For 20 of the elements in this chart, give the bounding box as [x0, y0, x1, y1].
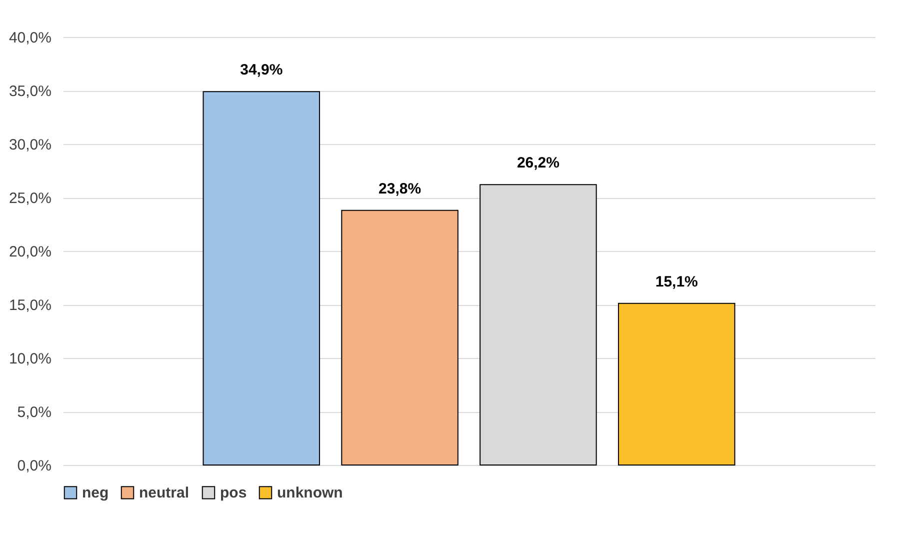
data-label: 15,1% [655, 273, 698, 290]
bar [341, 210, 458, 466]
legend-label: pos [220, 484, 247, 502]
legend-label: unknown [277, 484, 343, 502]
y-tick-label: 35,0% [8, 83, 52, 100]
y-tick-label: 40,0% [8, 30, 52, 46]
y-tick-label: 10,0% [8, 350, 52, 368]
data-label: 34,9% [240, 62, 283, 79]
data-label: 26,2% [516, 154, 560, 172]
bar [202, 91, 320, 466]
y-tick-label: 15,0% [8, 297, 52, 314]
y-tick-label: 30,0% [8, 136, 52, 154]
y-tick-label: 20,0% [8, 244, 52, 260]
y-tick-label: 5,0% [17, 404, 52, 421]
y-tick-label: 0,0% [17, 458, 52, 474]
bar [618, 302, 736, 466]
data-label: 23,8% [378, 180, 422, 198]
legend-label: neg [82, 484, 109, 502]
y-tick-label: 25,0% [8, 190, 52, 207]
legend-label: neutral [139, 484, 190, 502]
